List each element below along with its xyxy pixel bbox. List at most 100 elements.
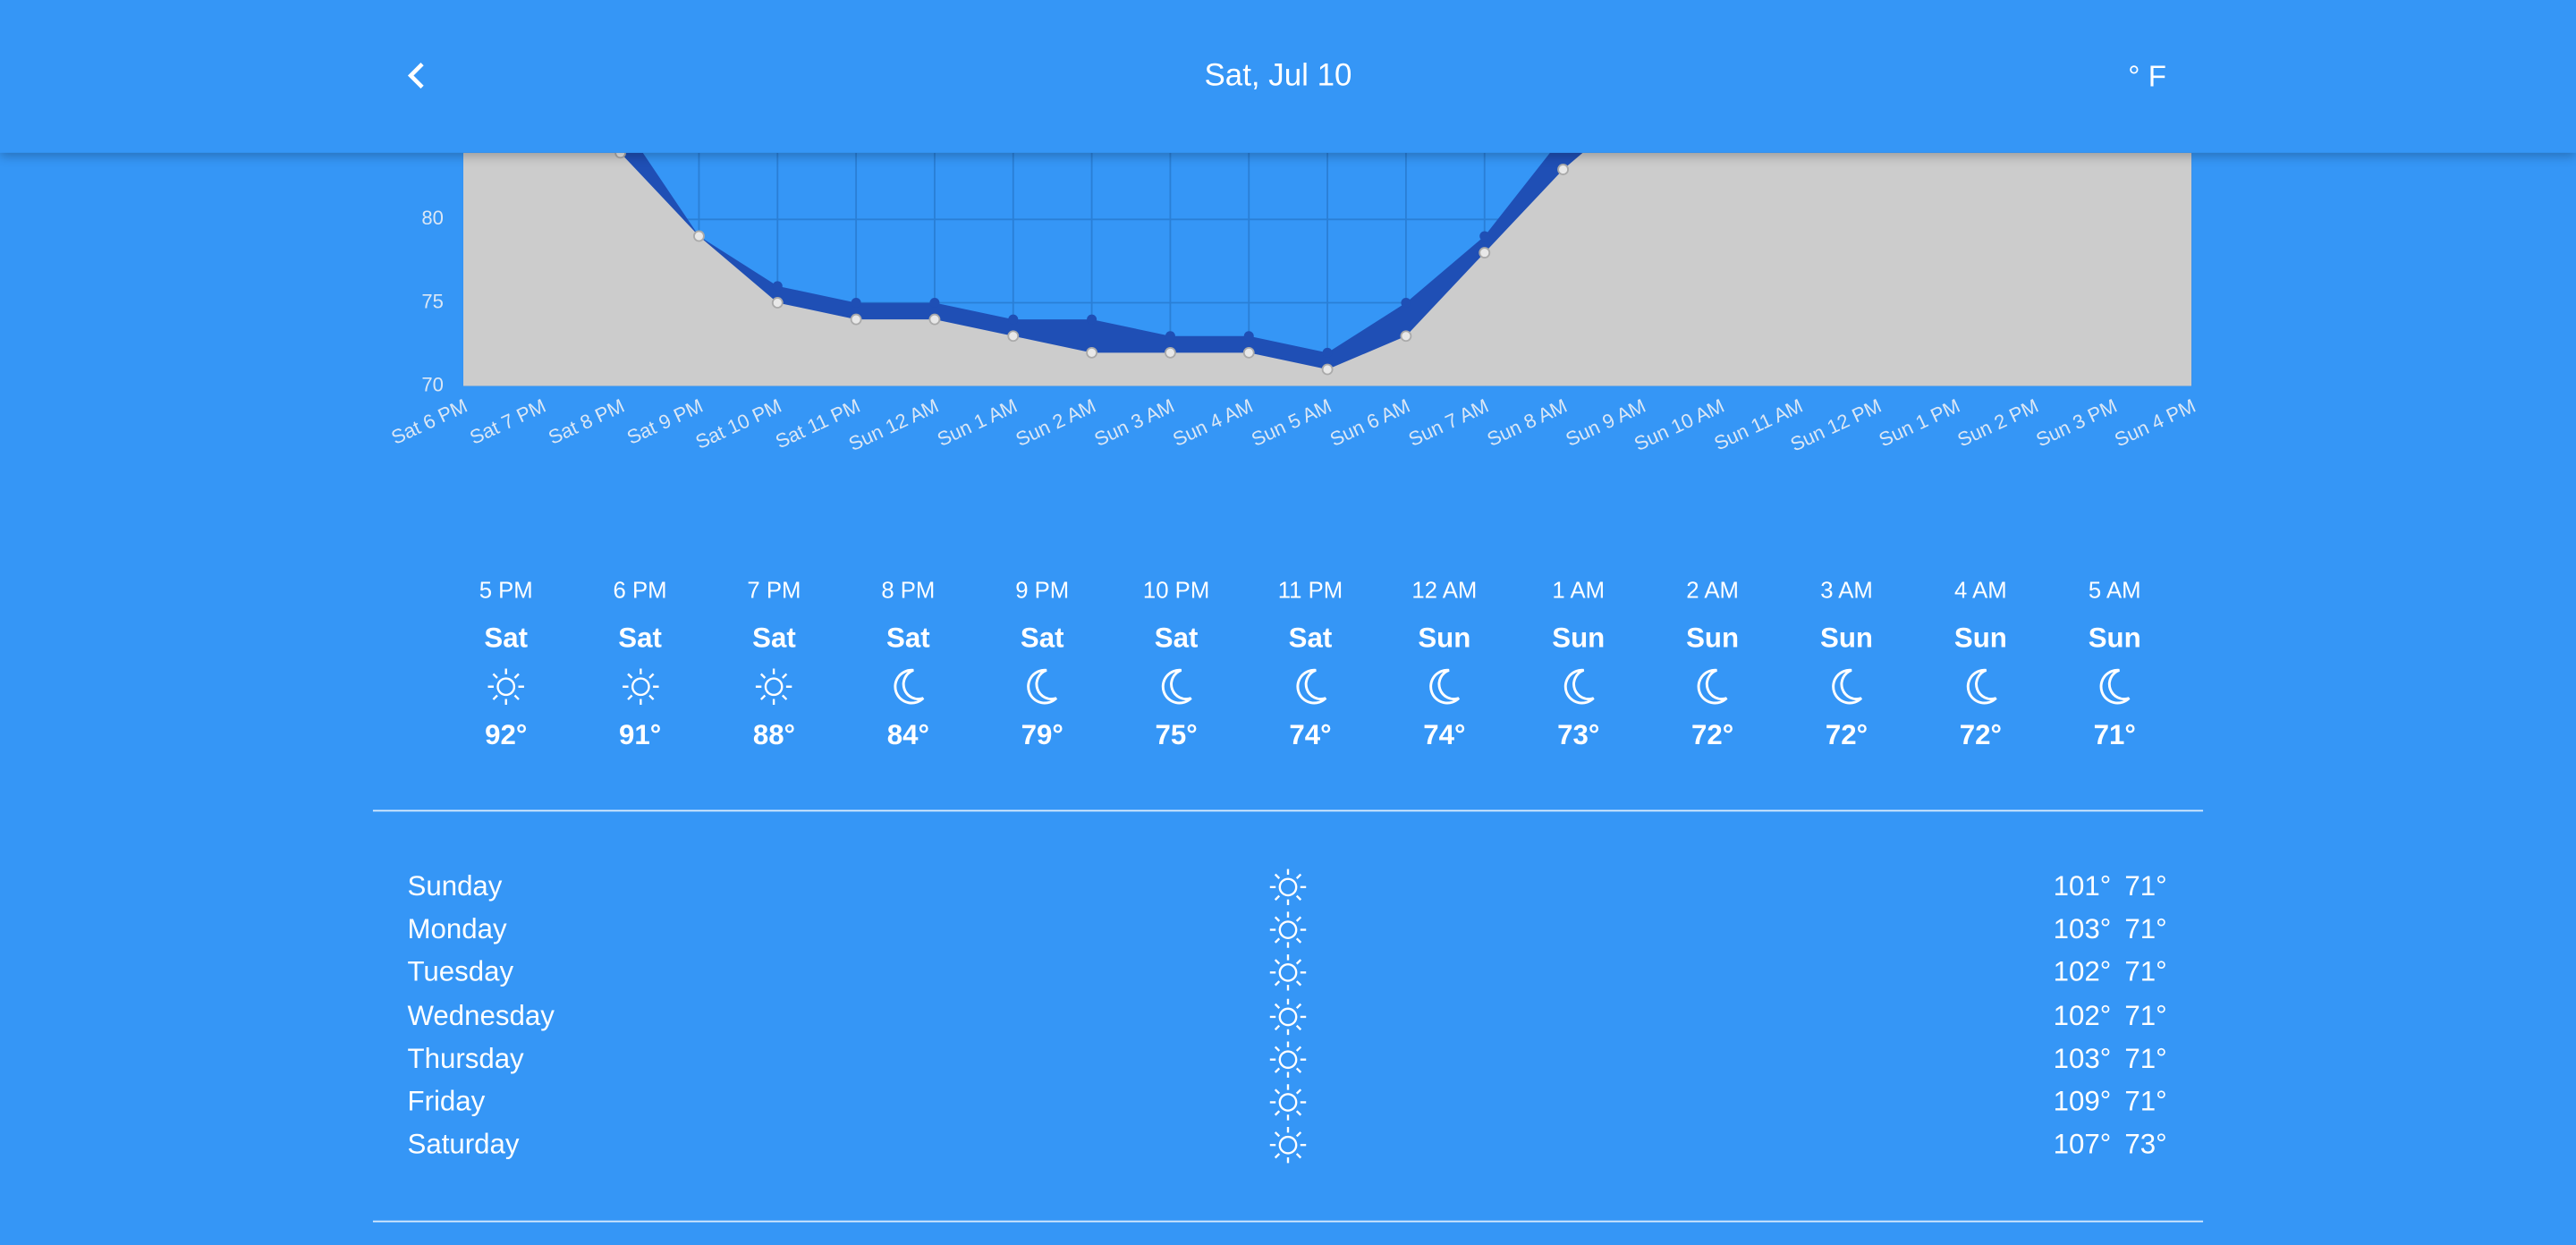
x-tick-label: Sun 7 AM bbox=[1405, 394, 1492, 451]
x-tick-label: Sun 10 AM bbox=[1631, 394, 1727, 455]
sun-ray bbox=[1274, 1153, 1281, 1159]
day-high: 102° bbox=[2053, 956, 2112, 988]
day-low: 71° bbox=[2124, 999, 2167, 1031]
sun-ray bbox=[1274, 980, 1281, 987]
point bbox=[1086, 346, 1098, 359]
hour-time: 5 AM bbox=[2088, 576, 2141, 604]
hour-day: Sun bbox=[1418, 622, 1471, 655]
point bbox=[1165, 331, 1175, 342]
hour-time: 5 PM bbox=[479, 576, 533, 604]
day-name: Tuesday bbox=[407, 956, 514, 988]
hour-day: Sat bbox=[1154, 622, 1199, 655]
sun-ray bbox=[1274, 1131, 1281, 1138]
hour-time: 4 AM bbox=[1954, 576, 2007, 604]
day-low: 71° bbox=[2124, 956, 2167, 988]
point bbox=[1322, 347, 1333, 358]
day-name: Sunday bbox=[407, 870, 503, 902]
sun-ray bbox=[1295, 894, 1302, 901]
x-tick-label: Sun 2 PM bbox=[1954, 394, 2042, 452]
point bbox=[772, 281, 783, 292]
hour-day: Sun bbox=[1820, 622, 1873, 655]
x-tick-label: Sun 6 AM bbox=[1326, 394, 1413, 451]
day-high: 103° bbox=[2053, 913, 2112, 945]
divider bbox=[372, 809, 2204, 812]
sun-ray bbox=[1295, 1131, 1302, 1138]
day-low: 71° bbox=[2124, 1086, 2167, 1117]
sun-ray bbox=[492, 673, 498, 679]
sun-ray bbox=[492, 694, 498, 700]
x-tick-label: Sat 8 PM bbox=[545, 394, 628, 449]
sun-core bbox=[1278, 1136, 1298, 1155]
hour-temp: 74° bbox=[1289, 719, 1332, 751]
day-name: Friday bbox=[407, 1086, 486, 1117]
back-button[interactable] bbox=[402, 59, 428, 92]
hour-time: 6 PM bbox=[613, 576, 667, 604]
x-tick-label: Sat 6 PM bbox=[388, 394, 471, 449]
unit-toggle[interactable]: ° F bbox=[2128, 60, 2166, 93]
sun-ray bbox=[648, 694, 654, 700]
hour-temp: 74° bbox=[1423, 719, 1466, 751]
x-tick-label: Sun 4 PM bbox=[2111, 394, 2199, 452]
sun-core bbox=[496, 677, 516, 697]
x-tick-label: Sat 10 PM bbox=[692, 394, 785, 453]
y-tick-label: 75 bbox=[421, 290, 444, 312]
day-high: 109° bbox=[2053, 1086, 2112, 1117]
sun-ray bbox=[1274, 1067, 1281, 1073]
hour-time: 10 PM bbox=[1142, 576, 1210, 604]
sun-ray bbox=[1274, 1110, 1281, 1116]
point bbox=[928, 313, 941, 326]
sun-ray bbox=[1295, 980, 1302, 987]
sun-ray bbox=[513, 673, 520, 679]
sun-ray bbox=[1274, 1046, 1281, 1052]
moon bbox=[1429, 668, 1461, 705]
hour-day: Sat bbox=[1288, 622, 1333, 655]
hour-time: 12 AM bbox=[1411, 576, 1478, 604]
day-icon bbox=[1269, 1041, 1307, 1078]
sun-ray bbox=[782, 694, 788, 700]
hour-time: 3 AM bbox=[1820, 576, 1873, 604]
x-tick-label: Sun 5 AM bbox=[1248, 394, 1335, 451]
hour-temp: 73° bbox=[1557, 719, 1600, 751]
day-high: 107° bbox=[2053, 1129, 2112, 1161]
hour-icon bbox=[1966, 668, 1996, 705]
hour-temp: 71° bbox=[2093, 719, 2136, 751]
sun-core bbox=[765, 677, 784, 697]
moon bbox=[1161, 668, 1192, 705]
x-tick-label: Sun 3 AM bbox=[1091, 394, 1178, 451]
day-low: 73° bbox=[2124, 1129, 2167, 1161]
point bbox=[929, 297, 940, 308]
point bbox=[1243, 331, 1254, 342]
hour-icon bbox=[2099, 668, 2131, 705]
hour-day: Sat bbox=[886, 622, 930, 655]
x-tick-label: Sun 3 PM bbox=[2032, 394, 2120, 452]
hour-icon bbox=[1295, 668, 1326, 705]
hour-day: Sun bbox=[1953, 622, 2007, 655]
day-low: 71° bbox=[2124, 913, 2167, 945]
day-low: 71° bbox=[2124, 870, 2167, 902]
day-icon bbox=[1269, 1084, 1307, 1121]
day-low: 71° bbox=[2124, 1042, 2167, 1074]
divider bbox=[372, 1220, 2204, 1223]
sun-core bbox=[1278, 877, 1298, 897]
hour-day: Sun bbox=[2088, 622, 2141, 655]
x-tick-label: Sun 1 PM bbox=[1876, 394, 1963, 452]
hour-icon bbox=[1161, 668, 1192, 705]
hour-temp: 72° bbox=[1690, 719, 1734, 751]
moon bbox=[1698, 668, 1729, 705]
sun-ray bbox=[1274, 873, 1281, 879]
point bbox=[771, 297, 784, 309]
sun-core bbox=[1278, 963, 1298, 983]
point bbox=[1087, 314, 1097, 325]
hour-icon bbox=[756, 668, 792, 705]
x-tick-label: Sun 8 AM bbox=[1484, 394, 1571, 451]
sun-core bbox=[1278, 1006, 1298, 1026]
sun-ray bbox=[648, 673, 654, 679]
hour-icon bbox=[1698, 668, 1729, 705]
day-name: Thursday bbox=[407, 1042, 524, 1074]
sun-ray bbox=[1295, 873, 1302, 879]
hour-day: Sat bbox=[752, 622, 796, 655]
sun-core bbox=[1278, 920, 1298, 940]
hour-temp: 91° bbox=[618, 719, 662, 751]
